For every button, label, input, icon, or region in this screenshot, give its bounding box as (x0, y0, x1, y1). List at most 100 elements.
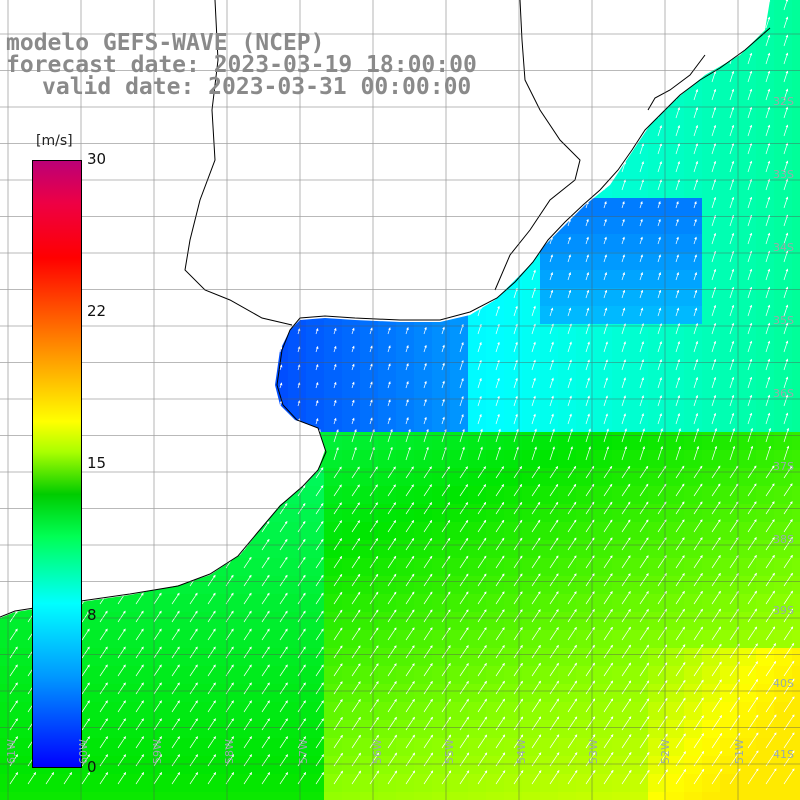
wind-cell (144, 792, 162, 800)
wind-cell (540, 774, 558, 792)
wind-arrow (621, 359, 626, 371)
wind-cell (630, 162, 648, 180)
wind-cell (108, 756, 126, 774)
wind-cell (720, 576, 738, 594)
wind-cell (378, 684, 396, 702)
wind-cell (684, 756, 702, 774)
wind-cell (594, 702, 612, 720)
wind-cell (270, 576, 288, 594)
wind-arrow (747, 322, 753, 335)
wind-cell (756, 648, 774, 666)
wind-arrow (531, 446, 537, 461)
wind-arrow (639, 413, 644, 425)
wind-cell (252, 576, 270, 594)
wind-cell (738, 774, 756, 792)
wind-cell (792, 288, 800, 306)
wind-arrow (765, 88, 771, 101)
wind-cell (360, 648, 378, 666)
wind-cell (342, 702, 360, 720)
wind-cell (162, 648, 180, 666)
wind-cell (522, 666, 540, 684)
wind-cell (414, 414, 432, 432)
wind-cell (594, 432, 612, 450)
wind-cell (576, 324, 594, 342)
wind-cell (126, 612, 144, 630)
wind-cell (792, 666, 800, 684)
lon-label-54w: 54W (515, 739, 528, 764)
wind-cell (414, 468, 432, 486)
wind-cell (666, 774, 684, 792)
wind-arrow (783, 106, 789, 119)
wind-cell (306, 630, 324, 648)
wind-cell (630, 594, 648, 612)
wind-cell (792, 54, 800, 72)
wind-cell (288, 558, 306, 576)
wind-cell (738, 306, 756, 324)
wind-cell (720, 234, 738, 252)
wind-cell (486, 396, 504, 414)
wind-arrow (765, 286, 771, 299)
wind-arrow (441, 344, 445, 353)
wind-cell (684, 486, 702, 504)
wind-cell (432, 684, 450, 702)
wind-cell (720, 342, 738, 360)
wind-cell (792, 108, 800, 126)
wind-arrow (747, 340, 753, 353)
wind-cell (180, 630, 198, 648)
wind-arrow (567, 377, 572, 389)
wind-cell (108, 774, 126, 792)
wind-cell (216, 612, 234, 630)
wind-cell (270, 738, 288, 756)
wind-cell (558, 378, 576, 396)
wind-cell (414, 576, 432, 594)
wind-arrow (387, 417, 391, 425)
wind-cell (594, 306, 612, 324)
wind-arrow (603, 236, 607, 245)
wind-cell (486, 342, 504, 360)
wind-cell (522, 396, 540, 414)
wind-cell (324, 720, 342, 738)
wind-cell (198, 648, 216, 666)
wind-cell (720, 792, 738, 800)
wind-cell (288, 666, 306, 684)
wind-cell (576, 252, 594, 270)
wind-cell (252, 630, 270, 648)
wind-cell (450, 468, 468, 486)
wind-cell (594, 504, 612, 522)
wind-cell (684, 612, 702, 630)
wind-cell (396, 378, 414, 396)
wind-cell (360, 558, 378, 576)
wind-arrow (459, 446, 465, 461)
wind-cell (648, 144, 666, 162)
wind-cell (522, 684, 540, 702)
wind-cell (648, 288, 666, 306)
wind-cell (612, 792, 630, 800)
wind-cell (414, 360, 432, 378)
wind-cell (720, 432, 738, 450)
wind-cell (756, 396, 774, 414)
wind-arrow (315, 399, 319, 407)
wind-cell (486, 306, 504, 324)
wind-arrow (693, 289, 698, 299)
wind-cell (90, 648, 108, 666)
wind-cell (612, 648, 630, 666)
wind-cell (144, 594, 162, 612)
lat-label-35s: 35S (773, 314, 794, 327)
wind-cell (612, 342, 630, 360)
wind-cell (774, 36, 792, 54)
wind-cell (666, 576, 684, 594)
wind-arrow (693, 483, 703, 497)
wind-cell (648, 486, 666, 504)
wind-cell (252, 612, 270, 630)
wind-arrow (639, 254, 643, 263)
wind-cell (666, 432, 684, 450)
wind-cell (648, 522, 666, 540)
wind-cell (648, 558, 666, 576)
wind-cell (720, 216, 738, 234)
wind-arrow (603, 341, 608, 353)
wind-arrow (279, 364, 283, 371)
wind-cell (738, 324, 756, 342)
wind-arrow (351, 327, 355, 335)
wind-cell (756, 558, 774, 576)
wind-cell (792, 126, 800, 144)
